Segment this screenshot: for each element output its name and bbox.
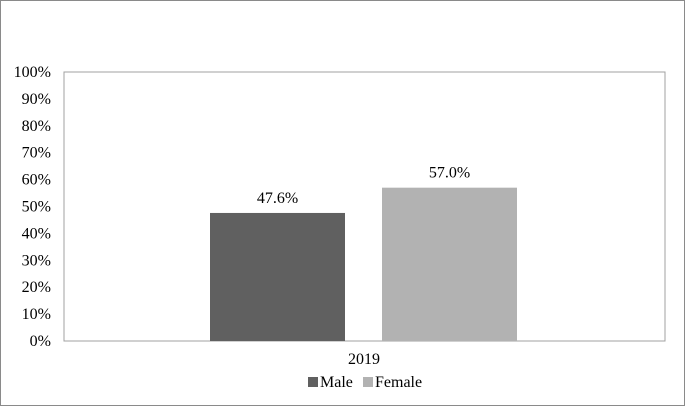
y-tick-label: 70% [22, 145, 51, 162]
bar-female [382, 187, 517, 341]
y-tick-label: 80% [22, 118, 51, 135]
data-labels: 47.6% 57.0% [257, 165, 470, 207]
bars [210, 187, 517, 341]
legend-swatch-female [363, 377, 373, 387]
x-tick-label: 2019 [348, 351, 380, 368]
legend-swatch-male [308, 377, 318, 387]
data-label-male: 47.6% [257, 190, 298, 207]
bar-male [210, 212, 345, 341]
y-tick-label: 30% [22, 252, 51, 269]
plot-area [63, 71, 666, 342]
y-tick-label: 40% [22, 225, 51, 242]
legend: Male Female [308, 374, 422, 391]
legend-label-female: Female [375, 374, 422, 391]
y-tick-label: 10% [22, 306, 51, 323]
y-tick-label: 0% [30, 333, 51, 350]
y-tick-label: 60% [22, 172, 51, 189]
y-tick-label: 20% [22, 279, 51, 296]
y-tick-label: 100% [14, 64, 51, 81]
y-tick-label: 90% [22, 91, 51, 108]
legend-label-male: Male [320, 374, 353, 391]
data-label-female: 57.0% [429, 165, 470, 182]
y-axis-ticks: 0% 10% 20% 30% 40% 50% 60% 70% 80% 90% 100% [14, 64, 51, 350]
y-tick-label: 50% [22, 199, 51, 216]
